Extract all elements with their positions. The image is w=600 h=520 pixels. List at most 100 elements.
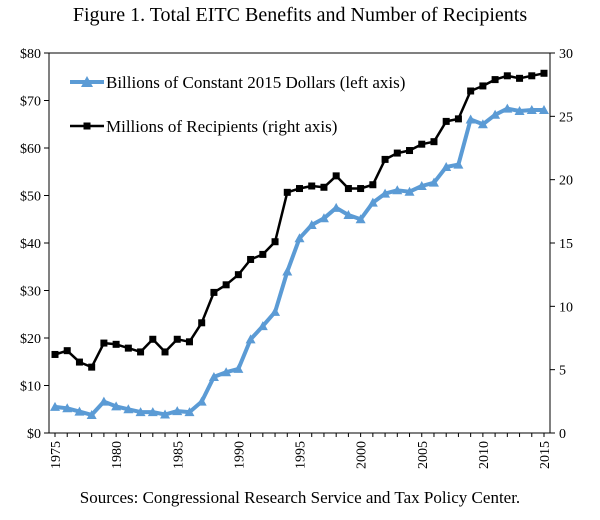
y-left-tick-label: $80 — [20, 47, 41, 62]
series-point-1 — [528, 72, 536, 80]
series-point-1 — [308, 182, 316, 190]
y-left-tick-label: $50 — [20, 190, 41, 205]
series-point-1 — [283, 188, 291, 196]
series-point-1 — [51, 350, 59, 358]
series-point-0 — [135, 407, 146, 417]
series-point-1 — [259, 250, 267, 258]
y-left-tick-label: $10 — [20, 380, 41, 395]
series-point-0 — [331, 202, 342, 212]
legend-marker-1 — [83, 122, 91, 130]
series-point-1 — [406, 147, 414, 155]
series-point-0 — [172, 406, 183, 416]
series-point-0 — [453, 159, 464, 169]
series-point-0 — [490, 109, 501, 119]
y-left-tick-label: $20 — [20, 332, 41, 347]
series-point-0 — [404, 186, 415, 196]
series-point-1 — [149, 335, 157, 343]
series-point-0 — [62, 403, 73, 413]
series-point-1 — [247, 255, 255, 263]
series-point-1 — [442, 117, 450, 125]
series-point-0 — [98, 396, 109, 406]
series-point-0 — [367, 197, 378, 207]
x-tick-label: 1995 — [294, 441, 309, 469]
series-point-1 — [393, 149, 401, 157]
series-point-0 — [86, 409, 97, 419]
series-point-0 — [441, 162, 452, 171]
series-point-0 — [343, 209, 354, 219]
y-right-tick-label: 25 — [559, 110, 573, 125]
series-point-1 — [491, 76, 499, 84]
series-point-0 — [428, 177, 439, 187]
series-point-0 — [111, 401, 122, 411]
series-point-1 — [100, 339, 108, 347]
series-point-1 — [271, 238, 279, 246]
series-point-0 — [147, 407, 158, 417]
series-point-1 — [161, 348, 169, 356]
series-point-1 — [418, 140, 426, 148]
series-line-0 — [54, 106, 544, 417]
series-point-0 — [270, 306, 281, 316]
series-point-1 — [454, 115, 462, 123]
series-point-1 — [63, 347, 71, 355]
series-point-0 — [50, 401, 60, 411]
series-point-0 — [502, 103, 513, 113]
x-tick-label: 2010 — [477, 441, 492, 469]
series-point-0 — [257, 321, 268, 331]
series-point-1 — [296, 185, 303, 193]
y-left-tick-label: $40 — [20, 237, 41, 252]
x-tick-label: 1990 — [232, 441, 247, 469]
series-point-0 — [465, 114, 476, 124]
series-point-1 — [210, 288, 218, 296]
series-point-0 — [233, 363, 244, 373]
series-point-1 — [137, 348, 145, 356]
series-point-0 — [514, 105, 525, 115]
series-point-1 — [124, 344, 132, 352]
series-point-1 — [198, 319, 206, 327]
series-point-1 — [185, 338, 193, 346]
series-point-1 — [540, 69, 548, 77]
series-point-1 — [430, 138, 438, 146]
series-point-1 — [112, 340, 120, 348]
y-right-tick-label: 30 — [559, 47, 573, 62]
series-point-0 — [416, 181, 427, 190]
series-point-0 — [208, 371, 219, 381]
series-point-0 — [477, 119, 488, 129]
legend-label-0: Billions of Constant 2015 Dollars (left … — [106, 73, 405, 92]
series-point-1 — [173, 335, 181, 343]
chart-title: Figure 1. Total EITC Benefits and Number… — [72, 4, 528, 26]
legend-label-1: Millions of Recipients (right axis) — [106, 117, 337, 136]
x-tick-label: 1985 — [171, 441, 186, 469]
series-point-1 — [344, 185, 352, 193]
x-tick-label: 1975 — [49, 441, 64, 469]
y-right-tick-label: 0 — [559, 427, 566, 442]
series-point-0 — [318, 213, 329, 223]
y-left-tick-label: $30 — [20, 285, 41, 300]
series-point-0 — [123, 404, 134, 414]
series-point-0 — [221, 367, 232, 377]
series-point-0 — [160, 409, 171, 419]
series-point-0 — [526, 105, 537, 114]
y-left-tick-label: $0 — [27, 427, 41, 442]
series-point-1 — [75, 358, 83, 366]
series-point-1 — [88, 363, 96, 371]
series-point-1 — [320, 183, 328, 191]
legend-marker-0 — [81, 76, 93, 87]
y-right-tick-label: 15 — [559, 237, 573, 252]
series-point-1 — [479, 82, 487, 90]
series-point-0 — [282, 266, 293, 276]
x-tick-label: 1980 — [110, 441, 125, 469]
series-point-1 — [332, 172, 340, 180]
y-left-tick-label: $60 — [20, 142, 41, 157]
y-right-tick-label: 20 — [559, 174, 573, 189]
series-point-1 — [357, 185, 365, 193]
series-point-1 — [503, 72, 511, 80]
series-point-0 — [245, 334, 256, 344]
y-right-tick-label: 10 — [559, 300, 573, 315]
x-tick-label: 2000 — [355, 441, 370, 469]
series-point-0 — [74, 406, 85, 416]
series-point-0 — [294, 233, 305, 243]
series-point-1 — [516, 74, 524, 82]
series-point-0 — [306, 219, 317, 229]
